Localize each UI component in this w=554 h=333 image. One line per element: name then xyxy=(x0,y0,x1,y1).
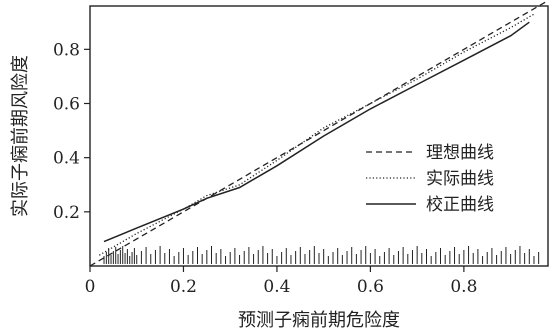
rug-marks xyxy=(103,246,540,264)
y-tick-label: 0.6 xyxy=(53,95,80,115)
y-tick-label: 0.8 xyxy=(53,40,80,60)
x-tick-label: 0 xyxy=(85,277,96,297)
x-axis-ticks: 0 0.2 0.4 0.6 0.8 xyxy=(85,266,477,297)
series-line-solid xyxy=(103,21,530,243)
legend-label: 理想曲线 xyxy=(426,143,494,163)
y-axis-ticks: 0.2 0.4 0.6 0.8 xyxy=(53,40,90,223)
x-tick-label: 0.2 xyxy=(170,277,197,297)
series-line-dashed xyxy=(89,0,549,267)
x-tick-label: 0.4 xyxy=(263,277,290,297)
legend-label: 实际曲线 xyxy=(426,169,494,189)
y-tick-label: 0.2 xyxy=(53,203,80,223)
x-axis-title: 预测子痫前期危险度 xyxy=(238,310,400,331)
y-tick-label: 0.4 xyxy=(53,149,80,169)
plot-frame xyxy=(89,5,549,267)
x-tick-label: 0.6 xyxy=(357,277,384,297)
x-tick-label: 0.8 xyxy=(450,277,477,297)
series-layer xyxy=(89,0,549,267)
y-axis-title: 实际子痫前期风险度 xyxy=(10,55,31,217)
legend-label: 校正曲线 xyxy=(426,195,494,215)
